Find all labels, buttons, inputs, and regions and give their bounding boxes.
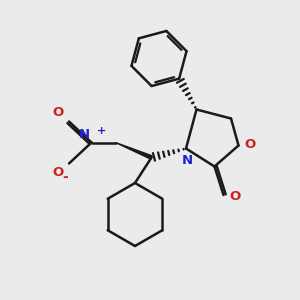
Text: O: O: [52, 166, 64, 179]
Text: N: N: [182, 154, 193, 167]
Text: O: O: [229, 190, 240, 203]
Text: +: +: [97, 126, 106, 136]
Polygon shape: [116, 142, 152, 159]
Text: O: O: [244, 138, 255, 152]
Text: N: N: [79, 128, 90, 141]
Text: -: -: [63, 170, 68, 184]
Text: O: O: [52, 106, 64, 119]
